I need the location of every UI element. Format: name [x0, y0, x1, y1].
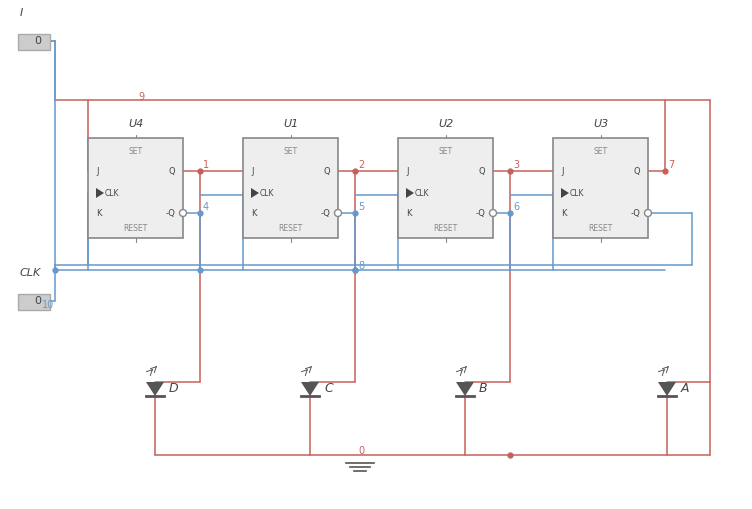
Text: U4: U4 — [128, 119, 143, 129]
Text: RESET: RESET — [433, 223, 458, 233]
Text: 6: 6 — [513, 202, 519, 212]
Text: B: B — [479, 382, 487, 395]
Text: J: J — [561, 166, 563, 176]
Polygon shape — [146, 382, 164, 396]
Text: 9: 9 — [138, 92, 144, 102]
Polygon shape — [456, 382, 474, 396]
Text: D: D — [169, 382, 179, 395]
Polygon shape — [406, 188, 414, 198]
Polygon shape — [96, 188, 104, 198]
Text: -Q: -Q — [165, 209, 175, 217]
Text: RESET: RESET — [588, 223, 613, 233]
Text: CLK: CLK — [20, 268, 41, 278]
Text: I: I — [20, 8, 23, 18]
Text: K: K — [251, 209, 256, 217]
Text: J: J — [251, 166, 253, 176]
Circle shape — [490, 210, 496, 216]
Text: U1: U1 — [283, 119, 298, 129]
FancyBboxPatch shape — [88, 138, 183, 238]
FancyBboxPatch shape — [553, 138, 648, 238]
Text: A: A — [681, 382, 690, 395]
Text: J: J — [96, 166, 99, 176]
Text: CLK: CLK — [415, 188, 429, 197]
Text: 2: 2 — [358, 160, 364, 170]
Circle shape — [180, 210, 186, 216]
Text: CLK: CLK — [570, 188, 584, 197]
Text: C: C — [324, 382, 332, 395]
FancyBboxPatch shape — [18, 34, 50, 50]
Polygon shape — [658, 382, 676, 396]
Text: J: J — [406, 166, 408, 176]
Text: 0: 0 — [35, 296, 41, 306]
Text: RESET: RESET — [278, 223, 302, 233]
Text: K: K — [96, 209, 102, 217]
Text: Q: Q — [323, 166, 330, 176]
Text: Q: Q — [633, 166, 640, 176]
Text: U2: U2 — [438, 119, 453, 129]
Polygon shape — [251, 188, 259, 198]
Text: Q: Q — [478, 166, 485, 176]
FancyBboxPatch shape — [398, 138, 493, 238]
Text: 7: 7 — [668, 160, 675, 170]
FancyBboxPatch shape — [243, 138, 338, 238]
Text: CLK: CLK — [260, 188, 274, 197]
Text: 5: 5 — [358, 202, 364, 212]
Text: Q: Q — [168, 166, 175, 176]
Circle shape — [644, 210, 651, 216]
Text: K: K — [561, 209, 566, 217]
Text: K: K — [406, 209, 411, 217]
Text: U3: U3 — [593, 119, 608, 129]
FancyBboxPatch shape — [18, 294, 50, 310]
Text: 10: 10 — [42, 300, 54, 310]
Text: -Q: -Q — [320, 209, 330, 217]
Text: SET: SET — [593, 147, 608, 156]
Text: CLK: CLK — [105, 188, 120, 197]
Text: SET: SET — [438, 147, 453, 156]
Polygon shape — [561, 188, 569, 198]
Text: 1: 1 — [203, 160, 209, 170]
Text: 0: 0 — [358, 446, 364, 456]
Polygon shape — [301, 382, 319, 396]
Text: 8: 8 — [358, 261, 364, 271]
Text: 3: 3 — [513, 160, 519, 170]
Text: RESET: RESET — [123, 223, 147, 233]
Text: -Q: -Q — [475, 209, 485, 217]
Text: SET: SET — [129, 147, 143, 156]
Text: -Q: -Q — [630, 209, 640, 217]
Text: SET: SET — [284, 147, 298, 156]
Text: 4: 4 — [203, 202, 209, 212]
Text: 0: 0 — [35, 36, 41, 46]
Circle shape — [335, 210, 341, 216]
